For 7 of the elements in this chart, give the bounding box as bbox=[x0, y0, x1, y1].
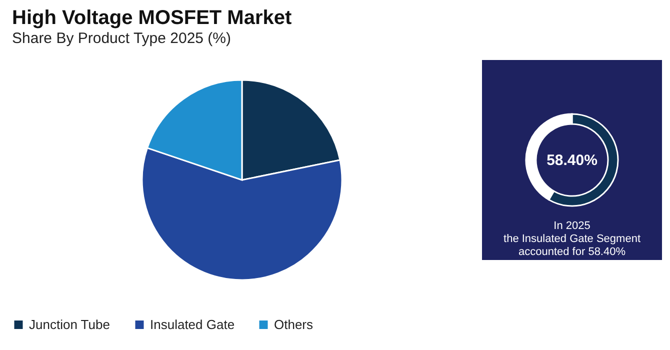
text: In 2025 the Insulated Gate Segment accounted for 58.40% bbox=[504, 220, 640, 258]
legend-label: Others bbox=[274, 316, 314, 332]
text: 58.40% bbox=[546, 152, 598, 169]
legend-label: Insulated Gate bbox=[150, 316, 235, 332]
chart-subtitle: Share By Product Type 2025 (%) bbox=[12, 30, 232, 47]
chart-title: High Voltage MOSFET Market bbox=[12, 7, 292, 29]
legend-label: Junction Tube bbox=[29, 316, 110, 332]
